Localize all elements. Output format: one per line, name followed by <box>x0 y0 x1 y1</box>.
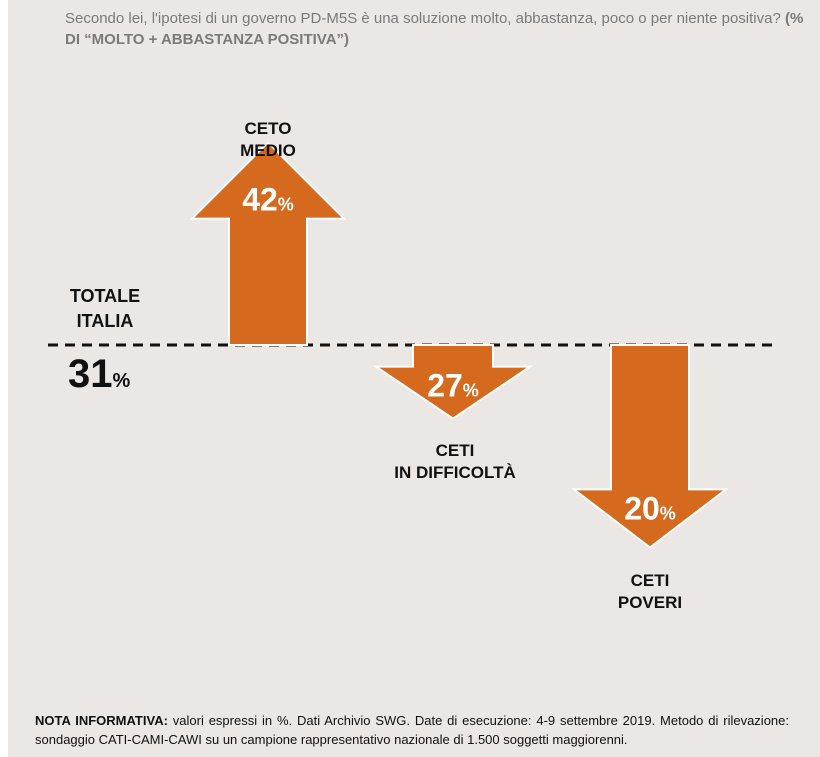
total-value: 31% <box>68 352 130 403</box>
methodology-note: NOTA INFORMATIVA: valori espressi in %. … <box>35 711 789 749</box>
note-text: valori espressi in %. Dati Archivio SWG.… <box>35 713 790 747</box>
category-label-line1: CETI <box>435 441 475 460</box>
arrow-value-label: 27% <box>427 368 479 404</box>
category-label-line2: IN DIFFICOLTÀ <box>394 463 516 482</box>
total-label-line2: ITALIA <box>76 311 134 331</box>
value-unit: % <box>278 195 294 215</box>
question-metric: (% DI “MOLTO + ABBASTANZA POSITIVA”) <box>65 10 804 48</box>
arrow-mark <box>571 344 729 549</box>
total-label-line1: TOTALE <box>69 286 141 306</box>
category-label-ceto-medio: CETO MEDIO <box>208 118 328 162</box>
arrow-value-label: 20% <box>624 490 676 526</box>
question-text: Secondo lei, l'ipotesi di un governo PD-… <box>65 8 805 50</box>
value-unit: % <box>660 503 676 523</box>
category-label-ceti-poveri: CETI POVERI <box>590 570 710 614</box>
arrow-mark <box>189 141 347 346</box>
arrow-value-label: 42% <box>242 182 294 218</box>
arrow-mark <box>372 344 534 420</box>
total-value-number: 31 <box>68 352 113 396</box>
category-label-line1: CETO <box>244 119 292 138</box>
value-unit: % <box>463 381 479 401</box>
category-label-ceti-in-difficolta: CETI IN DIFFICOLTÀ <box>375 440 535 484</box>
category-label-line2: POVERI <box>617 593 683 612</box>
note-heading: NOTA INFORMATIVA: <box>35 713 168 728</box>
value-number: 27 <box>427 368 463 404</box>
category-label-line2: MEDIO <box>240 141 296 160</box>
category-label-line1: CETI <box>630 571 670 590</box>
value-number: 42 <box>242 182 278 218</box>
total-label: TOTALE ITALIA <box>60 284 150 334</box>
total-value-unit: % <box>112 370 131 392</box>
value-number: 20 <box>624 490 660 526</box>
question-body: Secondo lei, l'ipotesi di un governo PD-… <box>65 10 781 27</box>
